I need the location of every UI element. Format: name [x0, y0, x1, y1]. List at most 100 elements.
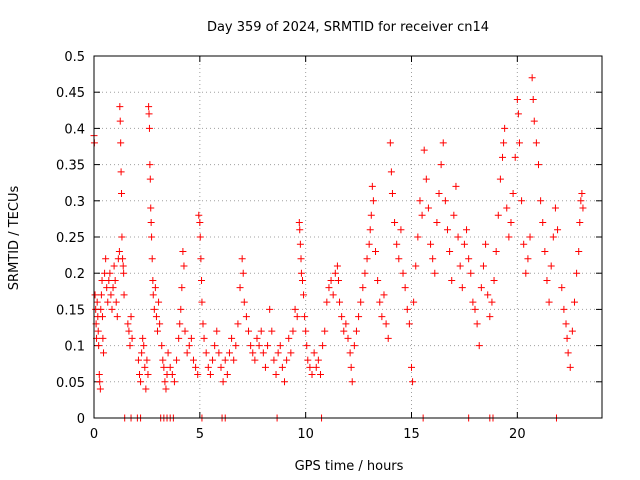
data-point — [219, 378, 227, 386]
data-point — [144, 371, 152, 379]
data-point — [200, 334, 208, 342]
data-point — [316, 371, 324, 379]
data-point — [416, 197, 424, 205]
data-point — [181, 327, 189, 335]
data-point — [405, 320, 413, 328]
data-point — [496, 175, 504, 183]
data-point — [168, 371, 176, 379]
data-point — [177, 305, 185, 313]
data-point — [215, 349, 223, 357]
data-point — [336, 298, 344, 306]
data-point — [543, 276, 551, 284]
data-point — [194, 371, 202, 379]
x-axis-label: GPS time / hours — [295, 459, 404, 474]
data-point — [232, 342, 240, 350]
x-tick-label: 5 — [196, 427, 204, 442]
data-point — [359, 284, 367, 292]
data-point — [301, 313, 309, 321]
data-point — [95, 342, 103, 350]
data-point — [289, 327, 297, 335]
data-point — [499, 153, 507, 161]
data-point — [249, 349, 257, 357]
data-point — [518, 197, 526, 205]
data-point — [137, 378, 145, 386]
data-point — [355, 313, 363, 321]
data-point — [424, 204, 432, 212]
data-point — [117, 139, 125, 147]
data-point — [545, 298, 553, 306]
data-point — [570, 298, 578, 306]
data-point — [238, 255, 246, 263]
data-point — [198, 276, 206, 284]
data-point — [477, 284, 485, 292]
data-point — [150, 305, 158, 313]
data-point — [134, 356, 142, 364]
data-point — [437, 161, 445, 169]
data-point — [158, 342, 166, 350]
data-point — [579, 204, 587, 212]
data-point — [347, 363, 355, 371]
plot-frame — [93, 55, 603, 419]
data-point — [310, 349, 318, 357]
data-point — [112, 298, 120, 306]
data-point — [247, 342, 255, 350]
data-point — [492, 247, 500, 255]
data-point — [507, 219, 515, 227]
data-point — [202, 349, 210, 357]
data-point — [539, 219, 547, 227]
y-axis-label: SRMTID / TECUs — [7, 186, 22, 291]
data-point — [285, 334, 293, 342]
data-point — [501, 124, 509, 132]
data-point — [435, 190, 443, 198]
data-point — [159, 356, 167, 364]
data-point — [374, 276, 382, 284]
data-point — [179, 247, 187, 255]
data-point — [408, 363, 415, 371]
data-point — [365, 240, 373, 248]
data-point — [251, 356, 259, 364]
data-point — [509, 190, 517, 198]
data-point — [261, 363, 269, 371]
data-point — [505, 233, 513, 241]
data-point — [198, 298, 206, 306]
data-point — [180, 262, 188, 270]
data-point — [452, 182, 460, 190]
data-point — [102, 255, 110, 263]
data-point — [575, 247, 583, 255]
data-point — [119, 255, 127, 263]
data-point — [120, 269, 128, 277]
data-point — [549, 233, 557, 241]
data-point — [366, 226, 374, 234]
data-point — [115, 247, 123, 255]
data-point — [139, 334, 147, 342]
data-point — [230, 356, 238, 364]
data-point — [116, 117, 124, 125]
data-point — [152, 313, 160, 321]
data-point — [393, 240, 401, 248]
data-point — [465, 255, 473, 263]
data-point — [136, 371, 144, 379]
data-point — [173, 356, 181, 364]
data-point — [382, 320, 390, 328]
data-point — [178, 284, 186, 292]
data-point — [189, 356, 197, 364]
data-point — [161, 378, 169, 386]
data-point — [414, 233, 422, 241]
y-tick-label: 0.4 — [64, 122, 85, 137]
data-point — [528, 74, 536, 82]
data-point — [350, 342, 358, 350]
data-point — [145, 110, 153, 118]
data-point — [293, 313, 301, 321]
data-point — [146, 161, 154, 169]
data-point — [304, 356, 312, 364]
data-point — [526, 233, 534, 241]
data-point — [300, 291, 308, 299]
data-point — [196, 233, 204, 241]
data-point — [143, 356, 151, 364]
data-point — [253, 334, 261, 342]
data-point — [124, 320, 132, 328]
data-point — [272, 371, 280, 379]
data-point — [334, 276, 342, 284]
data-point — [270, 356, 278, 364]
data-point — [397, 226, 405, 234]
